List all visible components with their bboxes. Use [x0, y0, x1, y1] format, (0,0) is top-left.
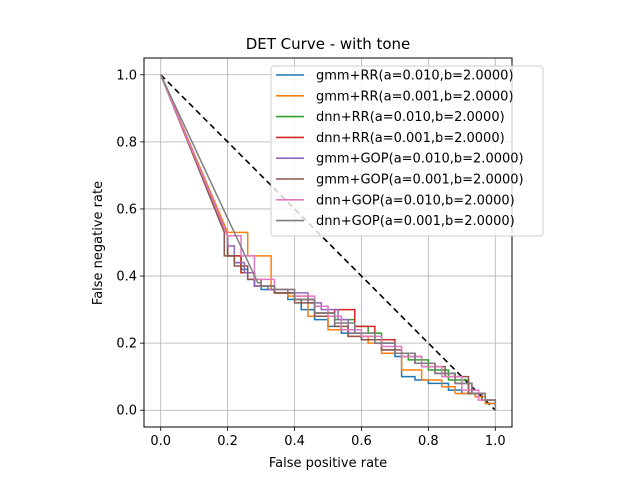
legend-label-4: dnn+RR(a=0.001,b=2.0000): [316, 131, 505, 146]
legend-label-6: gmm+GOP(a=0.001,b=2.0000): [316, 173, 524, 188]
chart-title: DET Curve - with tone: [246, 35, 411, 53]
x-tick-label: 0.0: [150, 434, 171, 449]
legend-label-2: gmm+RR(a=0.001,b=2.0000): [316, 89, 514, 104]
x-tick-label: 0.8: [418, 434, 439, 449]
x-tick-label: 0.6: [351, 434, 372, 449]
legend-label-1: gmm+RR(a=0.010,b=2.0000): [316, 69, 514, 84]
legend-label-3: dnn+RR(a=0.010,b=2.0000): [316, 110, 505, 125]
y-tick-label: 0.6: [116, 202, 137, 217]
x-axis-label: False positive rate: [269, 456, 387, 471]
x-tick-label: 0.4: [284, 434, 305, 449]
x-tick-label: 0.2: [217, 434, 238, 449]
y-tick-label: 0.8: [116, 135, 137, 150]
y-tick-label: 0.0: [116, 404, 137, 419]
legend: gmm+RR(a=0.010,b=2.0000) gmm+RR(a=0.001,b…: [271, 66, 543, 236]
y-axis-label: False negative rate: [91, 181, 106, 305]
y-tick-label: 1.0: [116, 68, 137, 83]
y-tick-label: 0.2: [116, 337, 137, 352]
legend-label-8: dnn+GOP(a=0.001,b=2.0000): [316, 214, 515, 229]
legend-label-7: dnn+GOP(a=0.010,b=2.0000): [316, 193, 515, 208]
legend-label-5: gmm+GOP(a=0.010,b=2.0000): [316, 152, 524, 167]
y-tick-label: 0.4: [116, 270, 137, 285]
x-tick-label: 1.0: [485, 434, 506, 449]
